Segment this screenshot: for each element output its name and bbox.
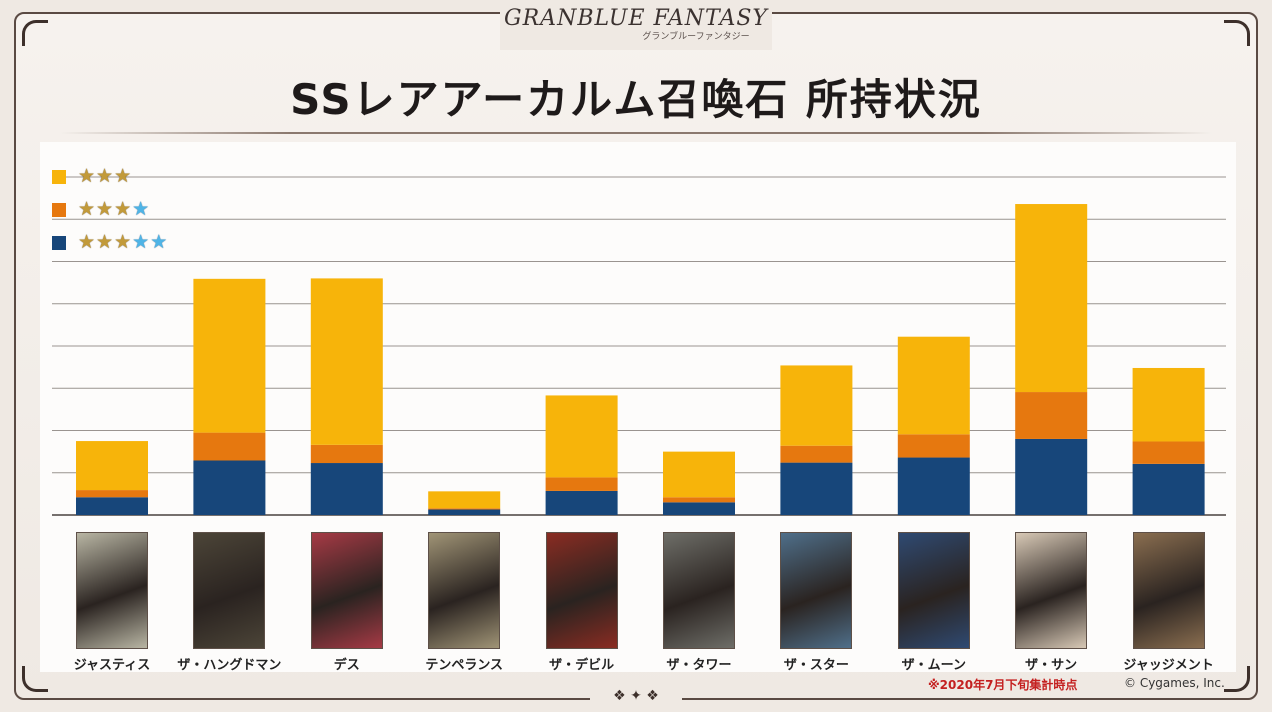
bottom-ornament: ❖ ✦ ❖ — [590, 686, 682, 706]
bar-segment — [310, 278, 383, 445]
legend-swatch — [52, 202, 66, 217]
bar-segment — [545, 490, 618, 515]
page-title: SSレアアーカルム召喚石 所持状況 — [290, 74, 982, 124]
bar-segment — [1132, 367, 1205, 442]
legend-item: ★ ★ ★ ★ ★ — [52, 226, 168, 259]
bar-segment — [780, 365, 853, 446]
summon-card-art — [76, 532, 148, 649]
bar-segment — [545, 477, 618, 491]
summon-card-art — [193, 532, 266, 649]
frame-corner-ornament — [1224, 666, 1250, 692]
bar-segment — [1015, 204, 1088, 393]
gold-star-icon: ★ — [114, 165, 132, 187]
frame-corner-ornament — [22, 666, 48, 692]
bar-segment — [310, 444, 383, 464]
data-timestamp-note: ※2020年7月下旬集計時点 — [928, 678, 1078, 692]
legend-item: ★ ★ ★ — [52, 160, 168, 193]
x-tick-label: ザ・タワー — [666, 658, 732, 673]
summon-card-art — [1015, 532, 1088, 649]
logo-sub-text: グランブルーファンタジー — [642, 32, 750, 42]
game-logo: GRANBLUE FANTASY グランブルーファンタジー — [500, 2, 772, 50]
x-tick-label: ジャッジメント — [1123, 658, 1214, 673]
gold-star-icon: ★ — [114, 198, 132, 220]
bar-segment — [193, 460, 266, 515]
bar-segment — [1015, 438, 1088, 515]
gold-star-icon: ★ — [78, 198, 96, 220]
blue-star-icon: ★ — [132, 231, 150, 253]
title-band: SSレアアーカルム召喚石 所持状況 — [40, 62, 1232, 130]
bar-segment — [310, 463, 383, 515]
x-tick-label: ザ・サン — [1025, 658, 1078, 673]
bar-segment — [428, 491, 501, 509]
x-tick-label: ザ・ムーン — [901, 658, 966, 673]
title-divider — [60, 132, 1212, 134]
gold-star-icon: ★ — [96, 231, 114, 253]
blue-star-icon: ★ — [150, 231, 168, 253]
bar-segment — [897, 457, 970, 515]
frame-corner-ornament — [1224, 20, 1250, 46]
summon-card-art — [428, 532, 501, 649]
frame-corner-ornament — [22, 20, 48, 46]
x-tick-label: ジャスティス — [73, 658, 151, 673]
bar-segment — [193, 278, 266, 433]
bar-segment — [428, 509, 501, 515]
summon-card-art — [1132, 532, 1205, 649]
bar-segment — [780, 462, 853, 515]
x-tick-label: ザ・デビル — [549, 658, 615, 673]
chart-legend: ★ ★ ★ ★ ★ ★ ★ ★ ★ ★ ★ ★ — [52, 160, 168, 259]
bar-segment — [76, 497, 148, 515]
bar-segment — [76, 441, 148, 491]
bar-segment — [897, 336, 970, 435]
summon-card-art — [780, 532, 853, 649]
legend-swatch — [52, 169, 66, 184]
summon-card-art — [310, 532, 383, 649]
logo-main-text: GRANBLUE FANTASY — [504, 6, 768, 31]
bar-segment — [780, 445, 853, 463]
gold-star-icon: ★ — [114, 231, 132, 253]
legend-swatch — [52, 235, 66, 250]
legend-item: ★ ★ ★ ★ — [52, 193, 168, 226]
gold-star-icon: ★ — [96, 198, 114, 220]
x-tick-label: テンペランス — [425, 658, 504, 673]
bar-segment — [897, 434, 970, 458]
bar-segment — [663, 502, 735, 515]
bar-segment — [1132, 441, 1205, 464]
x-tick-label: デス — [333, 658, 360, 673]
summon-card-art — [897, 532, 970, 649]
gold-star-icon: ★ — [78, 165, 96, 187]
bar-segment — [76, 490, 148, 498]
gold-star-icon: ★ — [96, 165, 114, 187]
copyright-text: © Cygames, Inc. — [1124, 676, 1225, 690]
bar-segment — [663, 497, 735, 503]
summon-card-art — [663, 532, 735, 649]
summon-card-art — [545, 532, 618, 649]
bar-segment — [1015, 392, 1088, 439]
gold-star-icon: ★ — [78, 231, 96, 253]
bar-segment — [1132, 463, 1205, 515]
x-tick-label: ザ・スター — [783, 658, 849, 673]
x-tick-label: ザ・ハングドマン — [177, 658, 282, 673]
bar-segment — [545, 395, 618, 478]
bar-segment — [428, 508, 501, 510]
blue-star-icon: ★ — [132, 198, 150, 220]
bar-segment — [663, 451, 735, 498]
bar-segment — [193, 432, 266, 461]
